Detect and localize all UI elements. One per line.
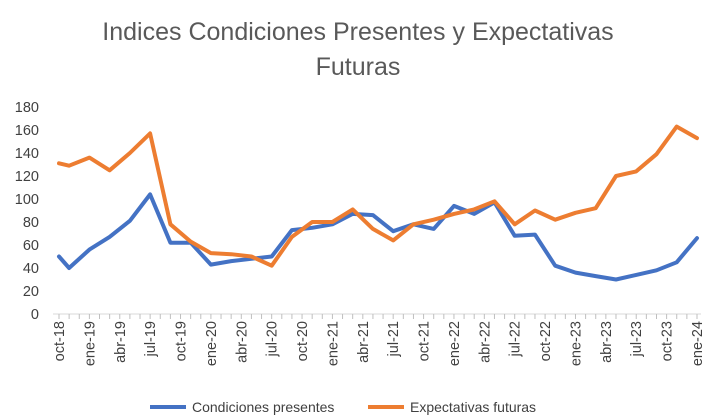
- x-tick-label: oct-18: [52, 321, 68, 361]
- x-tick-label: ene-20: [204, 321, 220, 366]
- x-tick-label: ene-19: [82, 321, 98, 366]
- legend-label: Expectativas futuras: [410, 399, 536, 415]
- x-tick-label: abr-19: [113, 321, 129, 363]
- legend: Condiciones presentes Expectativas futura…: [150, 399, 536, 415]
- series-line-condiciones-presentes: [57, 192, 699, 282]
- y-tick-label: 100: [15, 192, 39, 208]
- plot-area: 0 20 40 60 80 100 120 140 160 180 oct-18 ene-19 abr-…: [15, 100, 706, 366]
- x-tick-label: jul-21: [386, 321, 402, 357]
- x-tick-label: oct-21: [417, 321, 433, 361]
- y-tick-label: 140: [15, 146, 39, 162]
- chart-title: Indices Condiciones Presentes y Expectat…: [102, 18, 613, 81]
- x-tick-label: oct-20: [295, 321, 311, 361]
- x-tick-label: jul-23: [629, 321, 645, 357]
- x-tick-label: jul-19: [143, 321, 159, 357]
- chart-title-line-1: Indices Condiciones Presentes y Expectat…: [102, 18, 613, 46]
- x-tick-label: abr-20: [234, 321, 250, 363]
- y-tick-label: 20: [23, 284, 39, 300]
- x-tick-label: ene-23: [568, 321, 584, 366]
- y-tick-label: 40: [23, 261, 39, 277]
- x-tick-label: oct-19: [174, 321, 190, 361]
- x-tick-label: oct-23: [660, 321, 676, 361]
- x-tick-label: oct-22: [538, 321, 554, 361]
- x-tick-label: jul-20: [265, 321, 281, 357]
- x-tick-label: ene-24: [690, 321, 706, 366]
- y-tick-label: 80: [23, 215, 39, 231]
- y-tick-label: 0: [31, 307, 39, 323]
- y-tick-label: 160: [15, 123, 39, 139]
- legend-label: Condiciones presentes: [192, 399, 334, 415]
- series-line-expectativas-futuras: [57, 124, 699, 268]
- y-tick-label: 120: [15, 169, 39, 185]
- y-tick-label: 180: [15, 100, 39, 116]
- x-tick-label: abr-22: [477, 321, 493, 363]
- x-tick-label: jul-22: [508, 321, 524, 357]
- x-tick-label: abr-23: [599, 321, 615, 363]
- x-tick-label: ene-22: [447, 321, 463, 366]
- x-tick-label: abr-21: [356, 321, 372, 363]
- y-tick-label: 60: [23, 238, 39, 254]
- chart-title-line-2: Futuras: [316, 53, 401, 81]
- x-tick-label: ene-21: [325, 321, 341, 366]
